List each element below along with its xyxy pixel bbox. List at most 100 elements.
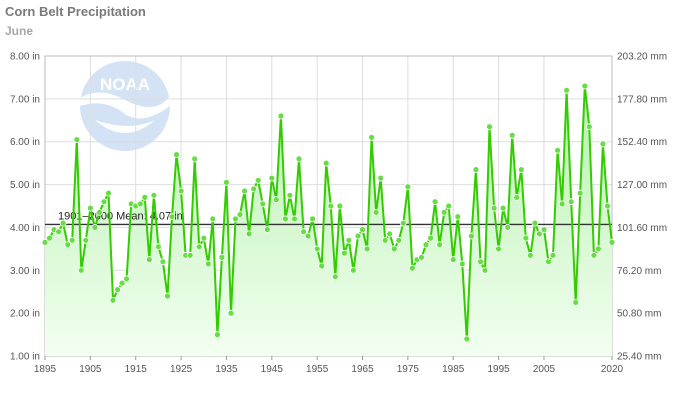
data-point bbox=[100, 198, 108, 206]
data-point bbox=[486, 123, 493, 131]
y-tick-label-left: 7.00 in bbox=[10, 94, 40, 105]
data-point bbox=[363, 245, 371, 253]
data-point bbox=[359, 226, 366, 234]
data-point bbox=[145, 256, 153, 264]
data-point bbox=[386, 230, 394, 238]
x-tick-label: 1925 bbox=[170, 364, 193, 375]
data-point bbox=[549, 251, 557, 259]
data-point bbox=[372, 208, 380, 216]
data-point bbox=[213, 331, 221, 339]
data-point bbox=[309, 215, 317, 223]
data-point bbox=[232, 215, 239, 223]
y-tick-label-left: 1.00 in bbox=[10, 352, 40, 363]
data-point bbox=[349, 266, 357, 274]
noaa-logo-text: NOAA bbox=[100, 75, 150, 94]
data-point bbox=[490, 204, 498, 212]
data-point bbox=[105, 189, 112, 197]
data-point bbox=[64, 241, 72, 249]
data-point bbox=[540, 226, 548, 234]
data-point bbox=[599, 140, 607, 148]
data-point bbox=[576, 189, 584, 197]
mean-label: 1901–2000 Mean: 4.07 in bbox=[58, 210, 183, 222]
data-point bbox=[46, 234, 53, 242]
data-point bbox=[472, 166, 480, 174]
data-point bbox=[41, 238, 49, 246]
data-point bbox=[585, 123, 593, 131]
data-point bbox=[499, 204, 507, 212]
data-point bbox=[186, 251, 194, 259]
data-point bbox=[531, 219, 539, 227]
data-point bbox=[449, 256, 457, 264]
data-point bbox=[508, 131, 516, 139]
data-point bbox=[440, 208, 448, 216]
data-point bbox=[268, 174, 276, 182]
data-point bbox=[404, 183, 412, 191]
chart-subtitle: June bbox=[5, 24, 34, 38]
data-point bbox=[300, 228, 308, 236]
y-tick-label-right: 152.40 mm bbox=[617, 137, 667, 148]
data-point bbox=[567, 198, 575, 206]
data-point bbox=[545, 258, 552, 266]
data-point bbox=[150, 191, 158, 199]
y-tick-label-right: 76.20 mm bbox=[617, 266, 661, 277]
data-point bbox=[558, 200, 566, 208]
x-tick-label: 1955 bbox=[306, 364, 329, 375]
data-point bbox=[209, 215, 217, 223]
data-point bbox=[495, 245, 503, 253]
y-tick-label-right: 101.60 mm bbox=[617, 223, 667, 234]
data-point bbox=[418, 253, 425, 261]
data-point bbox=[114, 286, 121, 294]
data-point bbox=[109, 296, 117, 304]
data-point bbox=[554, 146, 561, 154]
y-tick-label-left: 8.00 in bbox=[10, 52, 40, 63]
x-tick-label: 2005 bbox=[533, 364, 556, 375]
data-point bbox=[82, 236, 90, 244]
data-point bbox=[59, 219, 67, 227]
data-point bbox=[159, 258, 167, 266]
y-tick-label-right: 203.20 mm bbox=[617, 52, 667, 63]
data-point bbox=[331, 273, 339, 281]
data-point bbox=[55, 228, 62, 236]
data-point bbox=[291, 215, 298, 223]
data-point bbox=[517, 166, 525, 174]
data-point bbox=[481, 266, 489, 274]
data-point bbox=[436, 241, 444, 249]
data-point bbox=[504, 223, 512, 231]
data-point bbox=[345, 236, 353, 244]
data-point bbox=[272, 196, 280, 204]
data-point bbox=[281, 215, 289, 223]
data-point bbox=[390, 245, 398, 253]
data-point bbox=[458, 260, 466, 268]
y-tick-label-right: 50.80 mm bbox=[617, 309, 661, 320]
data-point bbox=[336, 202, 344, 210]
chart-title: Corn Belt Precipitation bbox=[5, 4, 146, 19]
data-point bbox=[395, 236, 403, 244]
data-point bbox=[222, 178, 230, 186]
data-point bbox=[91, 223, 99, 231]
x-tick-label: 1895 bbox=[34, 364, 57, 375]
x-tick-label: 1985 bbox=[442, 364, 465, 375]
data-point bbox=[164, 292, 171, 300]
data-point bbox=[431, 198, 439, 206]
x-axis: 1895 1905 1915 1925 1935 1945 1955 1965 1975 1985… bbox=[34, 356, 624, 375]
x-tick-label: 1915 bbox=[125, 364, 148, 375]
y-tick-label-left: 2.00 in bbox=[10, 309, 40, 320]
data-point bbox=[195, 243, 203, 251]
area-fill bbox=[45, 86, 612, 356]
data-point bbox=[527, 251, 534, 259]
data-point bbox=[313, 245, 321, 253]
data-point bbox=[381, 236, 389, 244]
data-points bbox=[41, 82, 616, 343]
data-point bbox=[168, 213, 176, 221]
data-point bbox=[477, 258, 484, 266]
y-tick-label-right: 127.00 mm bbox=[617, 180, 667, 191]
data-point bbox=[581, 82, 589, 90]
x-tick-label: 1975 bbox=[397, 364, 420, 375]
data-point bbox=[454, 213, 462, 221]
y-tick-label-left: 4.00 in bbox=[10, 223, 40, 234]
data-point bbox=[368, 133, 376, 141]
data-point bbox=[536, 230, 543, 238]
y-tick-label-left: 3.00 in bbox=[10, 266, 40, 277]
y-axis-right: 25.40 mm 50.80 mm 76.20 mm 101.60 mm 127.00 … bbox=[617, 52, 667, 363]
